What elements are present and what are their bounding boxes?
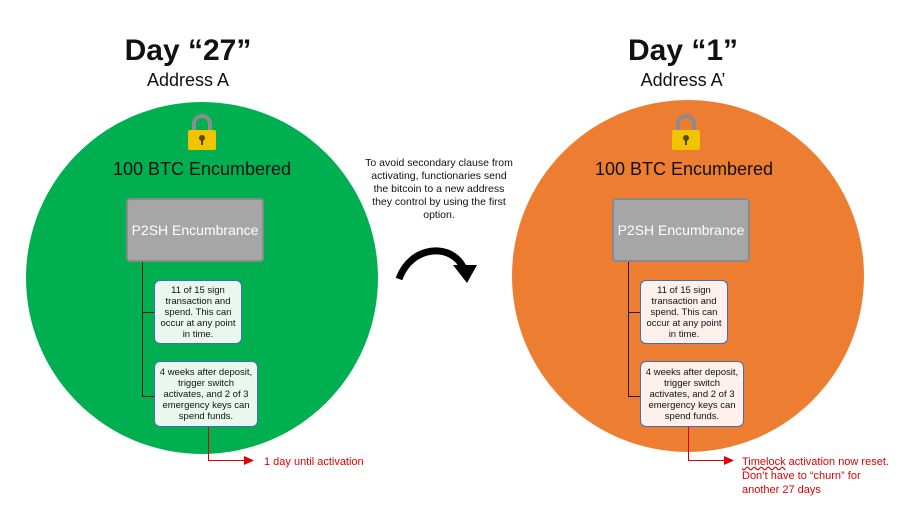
- right-condition-1: 11 of 15 sign transaction and spend. Thi…: [640, 280, 728, 344]
- right-encumbered-label: 100 BTC Encumbered: [594, 159, 774, 179]
- right-note-keyword: Timelock: [742, 456, 786, 468]
- left-note: 1 day until activation: [264, 456, 364, 468]
- right-p2sh-box: P2SH Encumbrance: [612, 198, 750, 262]
- right-note-connector-horizontal: [688, 460, 728, 461]
- left-subtitle: Address A: [146, 70, 230, 90]
- left-p2sh-label: P2SH Encumbrance: [131, 222, 259, 238]
- left-connector-1: [142, 312, 154, 313]
- right-note-arrow-icon: [724, 456, 734, 465]
- right-p2sh-label: P2SH Encumbrance: [617, 222, 745, 238]
- right-note-rest: activation now reset. Don’t have to “chu…: [742, 456, 889, 496]
- right-connector-1: [628, 312, 640, 313]
- left-condition-1: 11 of 15 sign transaction and spend. Thi…: [154, 280, 242, 344]
- lock-icon: [188, 114, 216, 150]
- right-note-connector-vertical: [688, 427, 689, 460]
- left-connector-vertical: [142, 262, 143, 397]
- lock-icon: [672, 114, 700, 150]
- curved-arrow-icon: [395, 247, 477, 283]
- right-connector-vertical: [628, 262, 629, 397]
- left-note-arrow-icon: [244, 456, 254, 465]
- left-title: Day “27”: [124, 34, 252, 67]
- right-condition-2: 4 weeks after deposit, trigger switch ac…: [640, 361, 744, 427]
- left-connector-2: [142, 396, 154, 397]
- middle-explanation: To avoid secondary clause from activatin…: [365, 157, 513, 221]
- right-title: Day “1”: [627, 34, 739, 67]
- left-p2sh-box: P2SH Encumbrance: [126, 198, 264, 262]
- right-connector-2: [628, 396, 640, 397]
- left-note-connector-horizontal: [208, 460, 248, 461]
- left-condition-2: 4 weeks after deposit, trigger switch ac…: [154, 361, 258, 427]
- left-encumbered-label: 100 BTC Encumbered: [112, 159, 292, 179]
- right-subtitle: Address A’: [640, 70, 726, 90]
- left-note-connector-vertical: [208, 427, 209, 460]
- right-note: Timelock activation now reset. Don’t hav…: [742, 455, 892, 497]
